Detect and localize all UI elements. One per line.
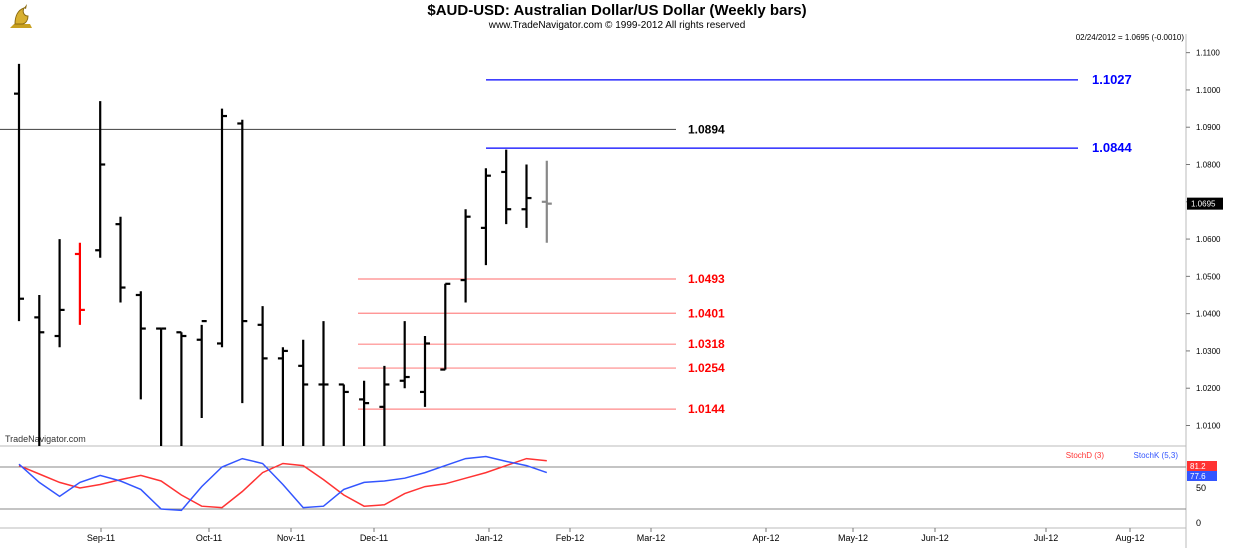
y-tick-label: 1.0500	[1196, 272, 1221, 281]
stochd-value-label: 81.2	[1190, 462, 1206, 471]
y-tick-label: 1.0200	[1196, 384, 1221, 393]
ohlc-bar	[420, 336, 430, 407]
x-tick-label: Dec-11	[360, 533, 388, 543]
ohlc-bar	[257, 306, 268, 446]
last-price-box	[1187, 197, 1223, 210]
level-label: 1.0401	[688, 306, 725, 320]
ohlc-bar	[34, 294, 45, 446]
ohlc-bar	[135, 291, 146, 400]
ohlc-bar	[359, 380, 370, 446]
stochk-value-box	[1187, 471, 1217, 481]
ohlc-bar	[115, 216, 126, 303]
ohlc-bar	[54, 239, 65, 348]
x-tick-label: Aug-12	[1115, 533, 1144, 543]
stochd-value-box	[1187, 461, 1217, 471]
legend-stochk: StochK (5,3)	[1134, 451, 1179, 460]
stoch-y-tick-label: 0	[1196, 518, 1201, 528]
y-tick-label: 1.0300	[1196, 347, 1221, 356]
chart-subtitle: www.TradeNavigator.com © 1999-2012 All r…	[488, 20, 746, 31]
legend-stochd: StochD (3)	[1066, 451, 1105, 460]
x-tick-label: Oct-11	[196, 533, 222, 543]
ohlc-bar	[399, 321, 410, 389]
ohlc-bar	[501, 149, 512, 225]
x-tick-label: Nov-11	[277, 533, 305, 543]
ohlc-bar	[298, 339, 309, 446]
watermark: TradeNavigator.com	[5, 434, 86, 444]
ohlc-bar	[541, 160, 552, 243]
ohlc-bar	[74, 242, 85, 325]
ohlc-bar	[196, 319, 207, 419]
ohlc-bar	[338, 383, 349, 446]
ohlc-bar	[277, 347, 288, 446]
level-label: 1.0254	[688, 361, 725, 375]
ohlc-bar	[237, 119, 248, 404]
ohlc-bar	[440, 282, 451, 371]
ohlc-bar	[379, 365, 390, 446]
x-tick-label: Jun-12	[921, 533, 949, 543]
stochastic-panel	[0, 448, 1186, 528]
stoch-line-k	[18, 455, 548, 512]
last-price-label: 1.0695	[1191, 200, 1216, 209]
x-tick-label: May-12	[838, 533, 868, 543]
x-tick-label: Jan-12	[475, 533, 503, 543]
y-tick-label: 1.0800	[1196, 160, 1221, 169]
ohlc-bar	[156, 327, 167, 446]
x-tick-label: Mar-12	[637, 533, 666, 543]
stochk-value-label: 77.6	[1190, 472, 1206, 481]
x-tick-label: Sep-11	[87, 533, 115, 543]
bull-logo-icon	[6, 2, 36, 32]
level-label: 1.1027	[1092, 72, 1132, 87]
chart-title: $AUD-USD: Australian Dollar/US Dollar (W…	[427, 2, 807, 19]
level-label: 1.0144	[688, 402, 725, 416]
x-tick-label: Jul-12	[1034, 533, 1059, 543]
stoch-y-tick-label: 50	[1196, 483, 1206, 493]
level-label: 1.0318	[688, 337, 725, 351]
y-tick-label: 1.0600	[1196, 235, 1221, 244]
main-panel	[0, 34, 1186, 446]
ohlc-bar	[460, 209, 471, 303]
ohlc-bar	[95, 101, 106, 258]
y-tick-label: 1.0100	[1196, 421, 1221, 430]
x-tick-label: Apr-12	[752, 533, 779, 543]
y-tick-label: 1.1000	[1196, 86, 1221, 95]
ohlc-bar	[14, 63, 24, 322]
ohlc-bar	[480, 168, 491, 266]
y-tick-label: 1.1100	[1196, 49, 1220, 58]
ohlc-bar	[217, 108, 227, 348]
y-tick-label: 1.0400	[1196, 310, 1221, 319]
last-price-info: 02/24/2012 = 1.0695 (-0.0010)	[1076, 33, 1185, 42]
ohlc-bar	[521, 164, 532, 228]
ohlc-bar	[176, 331, 187, 446]
x-tick-label: Feb-12	[556, 533, 585, 543]
level-label: 1.0493	[688, 272, 725, 286]
chart-header: $AUD-USD: Australian Dollar/US Dollar (W…	[0, 0, 1234, 34]
ohlc-bar	[318, 321, 329, 446]
y-tick-label: 1.0900	[1196, 123, 1221, 132]
level-label: 1.0894	[688, 122, 725, 136]
level-label: 1.0844	[1092, 140, 1133, 155]
stoch-line-d	[18, 457, 547, 509]
